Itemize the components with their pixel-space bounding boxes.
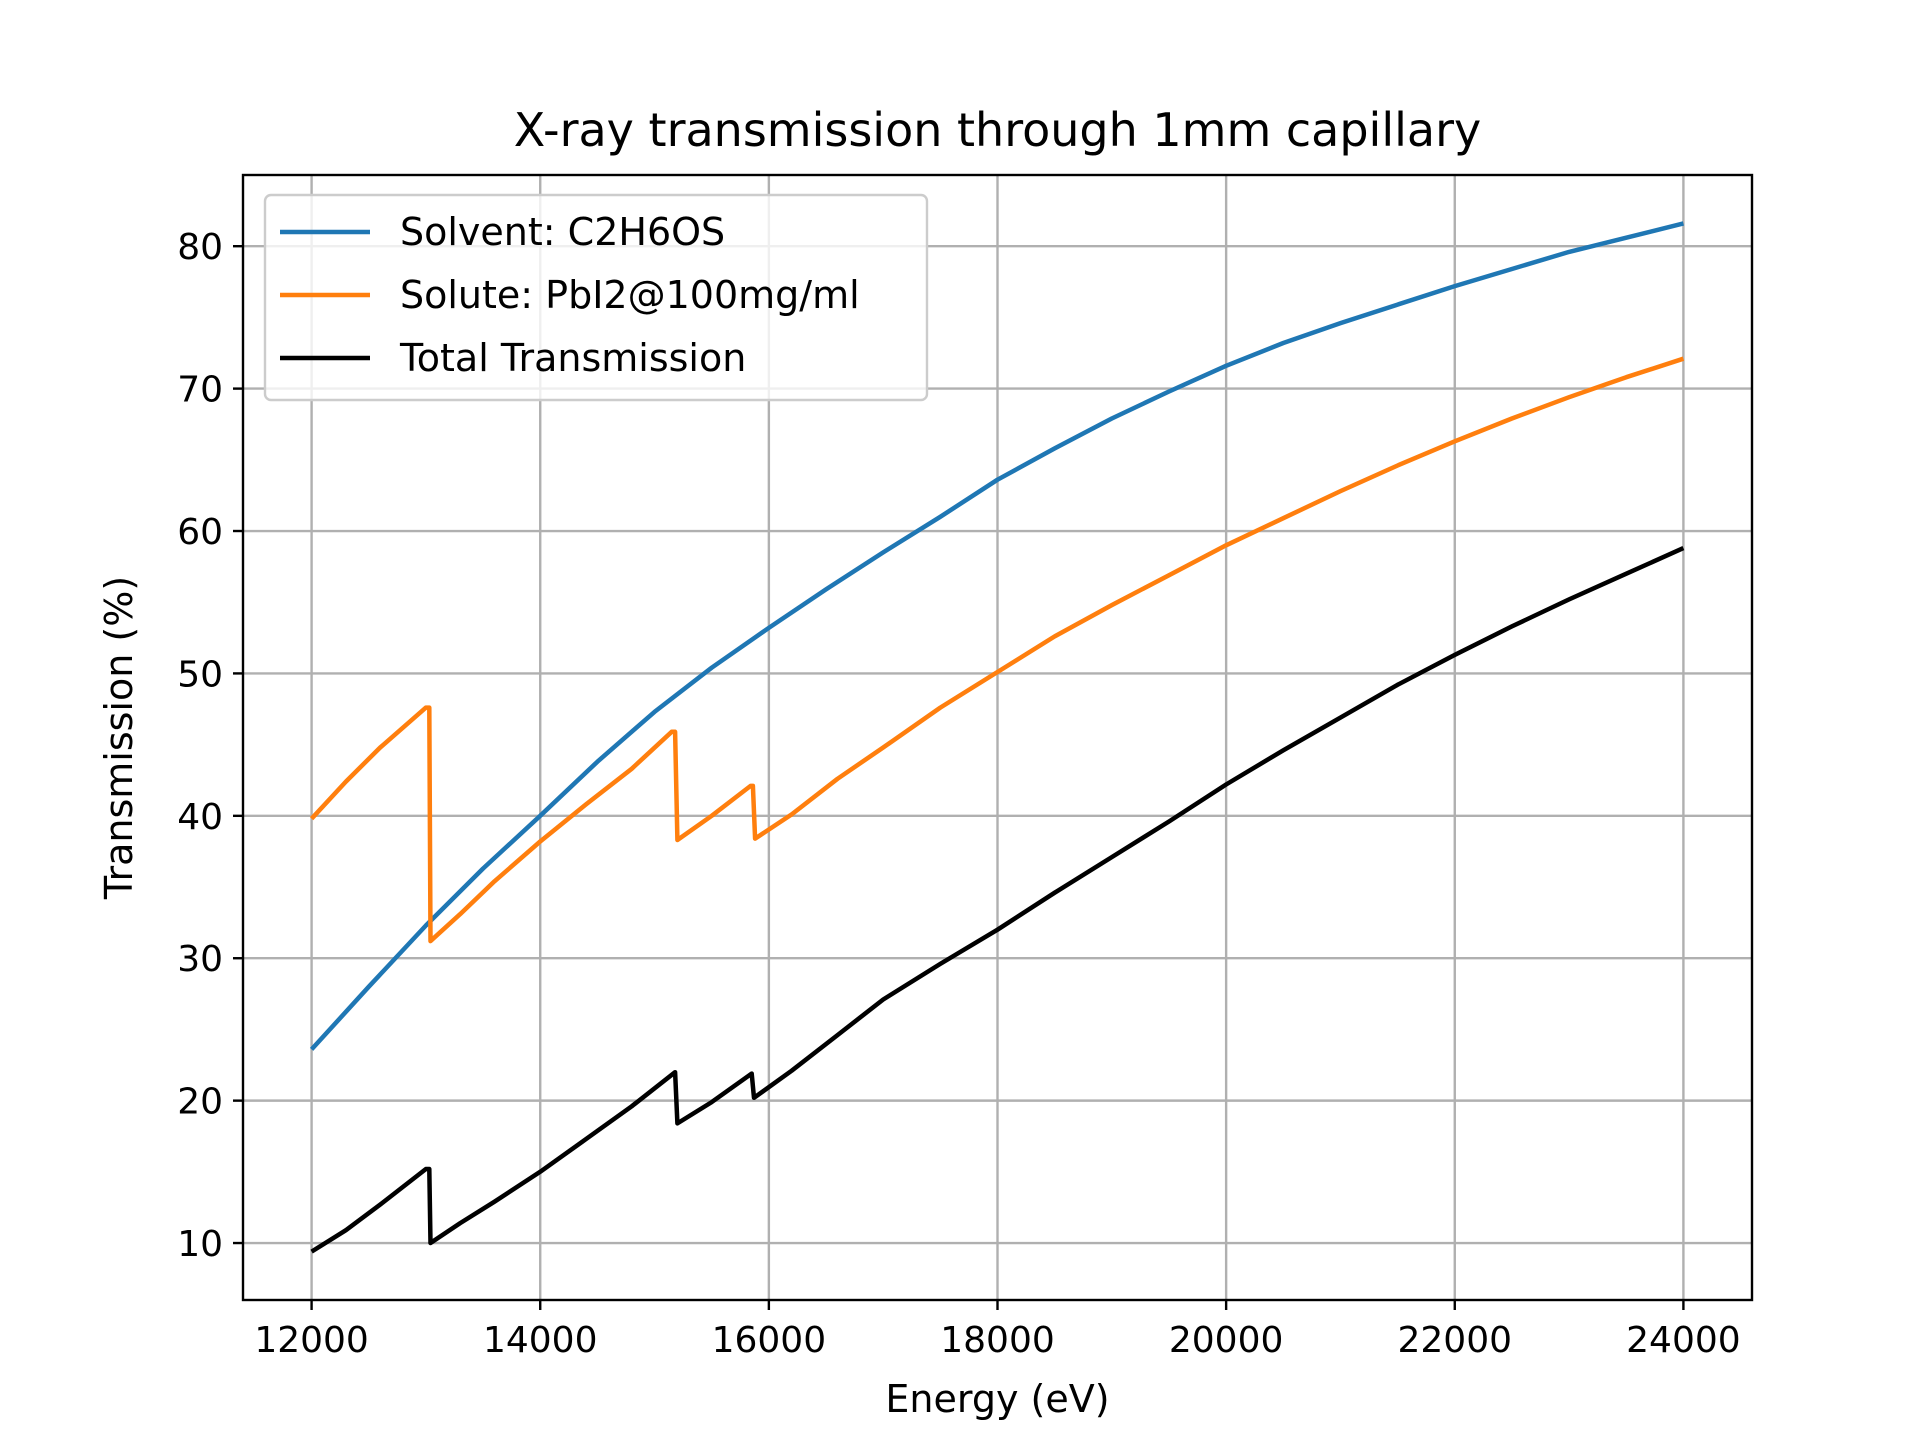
legend-label: Solute: PbI2@100mg/ml <box>400 273 860 317</box>
x-axis-label: Energy (eV) <box>885 1377 1109 1421</box>
x-tick-label: 20000 <box>1169 1320 1284 1361</box>
legend: Solvent: C2H6OS Solute: PbI2@100mg/ml Tota… <box>263 193 929 402</box>
x-tick-label: 18000 <box>940 1320 1055 1361</box>
axis-ticks: 12000 14000 16000 18000 20000 22000 24000 10 20 3… <box>177 227 1740 1361</box>
y-tick-label: 70 <box>177 370 223 411</box>
y-tick-label: 20 <box>177 1082 223 1123</box>
series-line-0 <box>309 221 1684 1051</box>
legend-label: Solvent: C2H6OS <box>400 210 725 254</box>
series-line-1 <box>309 356 1685 944</box>
chart-title: X-ray transmission through 1mm capillary <box>514 103 1481 157</box>
plot-series <box>309 221 1685 1254</box>
x-tick-label: 24000 <box>1626 1320 1741 1361</box>
y-tick-label: 80 <box>177 227 223 268</box>
series-line-2 <box>310 546 1685 1254</box>
y-tick-label: 60 <box>177 512 223 553</box>
x-tick-label: 16000 <box>712 1320 827 1361</box>
y-tick-label: 40 <box>177 797 223 838</box>
y-tick-label: 30 <box>177 939 223 980</box>
y-axis-label: Transmission (%) <box>97 576 141 900</box>
x-tick-label: 12000 <box>254 1320 369 1361</box>
x-tick-label: 22000 <box>1398 1320 1513 1361</box>
y-tick-label: 50 <box>177 654 223 695</box>
x-tick-label: 14000 <box>483 1320 598 1361</box>
legend-box <box>263 193 929 402</box>
legend-label: Total Transmission <box>399 336 746 380</box>
y-tick-label: 10 <box>177 1224 223 1265</box>
